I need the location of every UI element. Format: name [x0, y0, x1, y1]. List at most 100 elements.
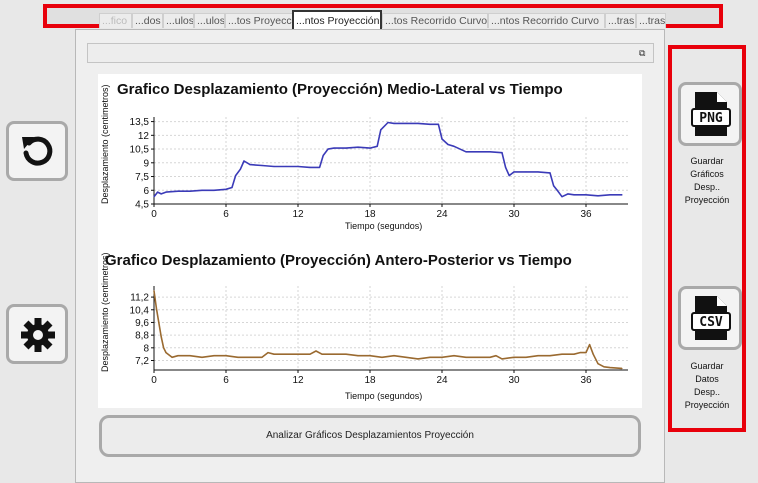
rotate-ccw-icon: [22, 136, 53, 166]
series-line: [153, 290, 623, 370]
data-point: [160, 336, 162, 338]
data-point: [447, 143, 449, 146]
tab-angulos-1[interactable]: ...ulos: [163, 13, 194, 28]
data-point: [441, 138, 443, 140]
data-point: [273, 165, 275, 168]
tab-angulos-2[interactable]: ...ulos: [194, 13, 225, 28]
data-point: [267, 351, 269, 354]
tab-muestras-1[interactable]: ...tras: [605, 13, 636, 28]
data-point: [225, 355, 227, 357]
gear-icon: [21, 318, 55, 352]
x-tick-label: 12: [292, 375, 304, 386]
data-point: [171, 356, 173, 358]
x-tick-label: 0: [151, 209, 157, 220]
data-point: [437, 123, 439, 125]
data-point: [597, 195, 599, 197]
data-point: [201, 189, 203, 191]
y-tick-label: 8: [143, 343, 149, 354]
save-csv-label: Guardar Datos Desp.. Proyección: [672, 360, 742, 412]
save-png-button[interactable]: PNG: [678, 82, 742, 146]
x-tick-label: 0: [151, 375, 157, 386]
x-tick-label: 24: [436, 209, 448, 220]
data-point: [405, 356, 407, 358]
data-point: [153, 290, 155, 292]
data-point: [237, 356, 239, 358]
data-point: [429, 356, 431, 358]
save-csv-button[interactable]: CSV: [678, 286, 742, 350]
settings-button[interactable]: [6, 304, 68, 364]
data-point: [285, 165, 287, 168]
x-tick-label: 18: [364, 209, 376, 220]
data-point: [213, 355, 215, 357]
y-tick-label: 7,5: [135, 172, 149, 183]
y-tick-label: 4,5: [135, 200, 149, 211]
x-tick-label: 12: [292, 209, 304, 220]
data-point: [333, 147, 335, 149]
data-point: [225, 188, 227, 190]
data-point: [231, 186, 233, 189]
dock-title-bar: ⧉: [87, 43, 654, 63]
data-point: [453, 355, 455, 357]
chart-ap-xlabel: Tiempo (segundos): [345, 391, 423, 401]
csv-file-icon: CSV: [691, 296, 731, 340]
data-point: [537, 355, 539, 357]
tab-grafico[interactable]: ...fico: [99, 13, 132, 28]
data-point: [322, 154, 324, 157]
tab-desplazamientos-proyeccion-2[interactable]: ...ntos Proyección: [292, 10, 382, 29]
data-point: [489, 356, 491, 358]
data-point: [453, 145, 455, 147]
data-point: [573, 194, 575, 196]
y-tick-label: 10,5: [130, 145, 150, 156]
restore-icon[interactable]: ⧉: [639, 48, 646, 58]
data-point: [315, 350, 317, 352]
data-point: [553, 185, 555, 187]
y-tick-label: 8,8: [135, 331, 149, 342]
chart-ml: 0 6 12 18 24 30 36 4,5 6 7,5 9 10,5 12 13,5: [130, 117, 628, 220]
data-point: [177, 190, 179, 192]
data-point: [239, 168, 241, 170]
data-point: [357, 355, 359, 357]
data-point: [165, 351, 167, 354]
data-point: [561, 196, 563, 198]
data-point: [508, 175, 510, 177]
data-point: [158, 321, 160, 324]
data-point: [417, 122, 419, 125]
data-point: [376, 145, 378, 147]
data-point: [489, 151, 491, 153]
data-point: [477, 356, 479, 358]
data-point: [261, 356, 263, 358]
tab-desplazamientos-proyeccion-1[interactable]: ...tos Proyecciór: [225, 13, 294, 28]
data-point: [309, 353, 311, 355]
data-point: [393, 122, 395, 125]
x-tick-label: 6: [223, 209, 229, 220]
data-point: [235, 175, 237, 177]
data-point: [165, 191, 167, 193]
chart-ap-title: Grafico Desplazamiento (Proyección) Ante…: [105, 252, 572, 269]
save-csv-label-line: Proyección: [684, 400, 730, 410]
data-point: [333, 353, 335, 355]
save-png-label-line: Gráficos: [690, 169, 724, 179]
data-point: [381, 356, 383, 358]
reset-button[interactable]: [6, 121, 68, 181]
data-point: [189, 355, 191, 357]
data-point: [189, 190, 191, 192]
chart-ml-xlabel: Tiempo (segundos): [345, 221, 423, 231]
data-point: [319, 166, 321, 168]
export-column: PNG Guardar Gráficos Desp.. Proyección C…: [668, 45, 746, 432]
tab-recorrido-curvo-1[interactable]: ...tos Recorrido Curvo: [382, 13, 488, 28]
tab-datos[interactable]: ...dos: [132, 13, 163, 28]
tab-recorrido-curvo-2[interactable]: ...ntos Recorrido Curvo: [488, 13, 605, 28]
tab-muestras-2[interactable]: ...tras: [636, 13, 666, 28]
data-point: [441, 356, 443, 358]
chart-ap: 0 6 12 18 24 30 36 7,2 88,8 9,6 10,411,2: [130, 286, 628, 386]
y-tick-label: 10,4: [130, 305, 150, 316]
data-point: [621, 367, 623, 370]
x-tick-label: 18: [364, 375, 376, 386]
data-point: [465, 151, 467, 153]
data-point: [477, 151, 479, 153]
analyze-button[interactable]: Analizar Gráficos Desplazamientos Proyec…: [99, 415, 641, 457]
data-point: [567, 193, 569, 195]
data-point: [163, 347, 165, 349]
data-point: [585, 351, 587, 354]
charts-area: Grafico Desplazamiento (Proyección) Medi…: [98, 74, 642, 408]
